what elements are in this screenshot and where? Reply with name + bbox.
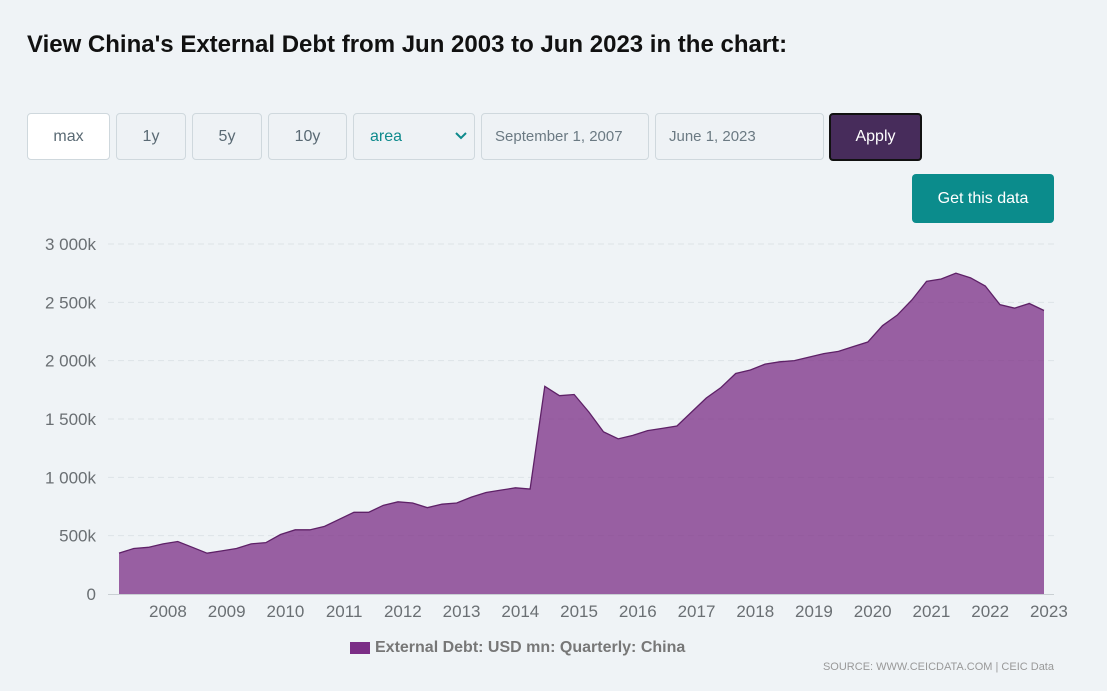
x-tick-label: 2010 — [266, 602, 304, 621]
x-tick-label: 2022 — [971, 602, 1009, 621]
y-axis: 0 500k 1 000k 1 500k 2 000k 2 500k 3 000k — [45, 235, 97, 604]
x-tick-label: 2019 — [795, 602, 833, 621]
source-credit: SOURCE: WWW.CEICDATA.COM | CEIC Data — [822, 661, 1054, 673]
series-area — [119, 273, 1044, 594]
page-title: View China's External Debt from Jun 2003… — [27, 31, 788, 58]
apply-button[interactable]: Apply — [829, 113, 922, 161]
x-tick-label: 2015 — [560, 602, 598, 621]
x-tick-label: 2016 — [619, 602, 657, 621]
x-tick-label: 2009 — [208, 602, 246, 621]
chevron-down-icon — [455, 132, 467, 140]
x-tick-label: 2008 — [149, 602, 187, 621]
y-tick-label: 2 000k — [45, 352, 97, 371]
chart-type-select[interactable]: area — [353, 113, 475, 160]
y-tick-label: 1 500k — [45, 410, 97, 429]
chart-legend[interactable]: External Debt: USD mn: Quarterly: China — [350, 639, 685, 657]
y-tick-label: 1 000k — [45, 468, 97, 487]
range-10y-button[interactable]: 10y — [268, 113, 347, 160]
end-date-input[interactable]: June 1, 2023 — [655, 113, 824, 160]
range-1y-button[interactable]: 1y — [116, 113, 186, 160]
x-tick-label: 2013 — [443, 602, 481, 621]
y-tick-label: 3 000k — [45, 235, 97, 254]
x-tick-label: 2020 — [854, 602, 892, 621]
start-date-input[interactable]: September 1, 2007 — [481, 113, 649, 160]
y-tick-label: 2 500k — [45, 293, 97, 312]
range-5y-button[interactable]: 5y — [192, 113, 262, 160]
x-tick-label: 2014 — [501, 602, 539, 621]
y-tick-label: 500k — [59, 527, 96, 546]
plot-area — [118, 272, 1045, 594]
x-tick-label: 2011 — [326, 602, 363, 621]
range-max-button[interactable]: max — [27, 113, 110, 160]
get-this-data-button[interactable]: Get this data — [912, 174, 1054, 223]
legend-swatch — [350, 642, 370, 654]
x-tick-label: 2018 — [736, 602, 774, 621]
series-line — [118, 272, 1045, 554]
y-tick-label: 0 — [87, 585, 96, 604]
x-axis: 2008 2009 2010 2011 2012 2013 2014 2015 2016 2017… — [108, 594, 1068, 621]
x-tick-label: 2023 — [1030, 602, 1068, 621]
legend-label: External Debt: USD mn: Quarterly: China — [375, 639, 686, 656]
chart-type-value: area — [370, 127, 403, 145]
x-tick-label: 2017 — [678, 602, 716, 621]
x-tick-label: 2021 — [913, 602, 951, 621]
x-tick-label: 2012 — [384, 602, 422, 621]
